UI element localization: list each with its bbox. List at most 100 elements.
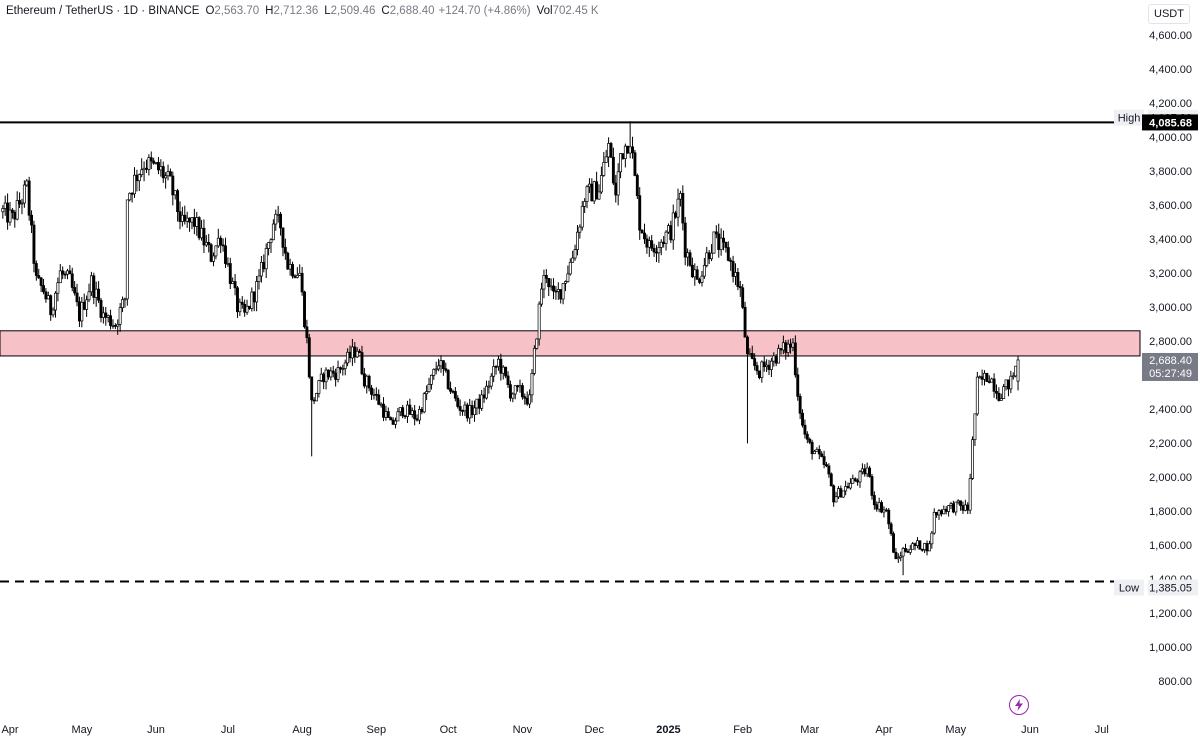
candle [384,405,388,421]
candle-body [168,171,172,177]
candle [520,382,524,400]
candle [195,211,199,236]
candle [961,501,965,514]
candle-body [121,299,124,309]
candle-body [983,372,986,380]
candle-body [834,496,838,503]
candle [935,511,939,518]
candle [180,206,184,227]
candle [652,243,656,257]
candle [389,416,393,421]
candle [741,284,745,310]
lightning-icon[interactable] [1009,695,1029,715]
candle-body [918,540,922,550]
candle [511,392,515,403]
candle [975,371,979,416]
candle-body [645,238,649,248]
candle-body [453,391,457,399]
candle [322,372,326,390]
candle-body [643,232,646,240]
candle [13,210,17,228]
candle-body [755,365,759,372]
candle-body [216,237,220,247]
x-tick-label: Jun [1021,724,1039,736]
candle-body [896,557,900,560]
candle-body [609,143,613,158]
candle-body [748,353,752,355]
candle-body [408,404,412,415]
candle-body [348,351,352,359]
candle-body [559,289,563,300]
candle-body [420,409,424,413]
candle [681,185,685,231]
candle-body [449,388,453,392]
candle-body [571,257,575,263]
candle-body [659,241,663,248]
candle-body [712,231,716,254]
candle-body [796,374,800,397]
candle [425,385,429,401]
candle-body [176,190,180,213]
candle [602,151,606,177]
candle-body [461,410,464,412]
candle [444,362,448,373]
candle-body [207,241,211,245]
candle [638,187,642,240]
candle [640,229,644,234]
y-tick-label: 1,000.00 [1149,642,1192,654]
candle-body [710,252,713,260]
candle-body [726,247,730,261]
candle [987,375,991,384]
candle [916,537,919,549]
candle [923,542,927,553]
candle-body [365,375,369,387]
candle [518,379,522,393]
candle [286,251,290,270]
candle-body [892,533,895,553]
candle-body [554,290,558,293]
candle [808,437,812,445]
candle [97,281,101,304]
candle-body [149,157,153,162]
candle-body [480,394,484,409]
candle-body [856,480,860,483]
candle-body [784,342,788,353]
x-tick-label: 2025 [656,724,680,736]
candle [135,169,139,192]
candle [49,294,53,321]
candle-body [391,419,395,425]
candle [303,290,306,329]
candle [537,301,541,346]
candle-body [379,403,383,406]
candle [1016,355,1020,391]
candle [738,280,742,297]
candle-body [343,362,347,369]
candle [334,368,338,387]
candle [889,521,893,536]
candle-body [195,217,199,227]
candle-body [987,381,991,383]
candle [77,296,81,328]
candle [765,359,769,373]
candle [293,274,297,279]
candle-body [279,213,283,229]
candle [726,241,730,262]
candle [530,369,534,403]
candle-body [561,282,565,300]
candle-body [183,214,187,222]
candle [291,261,294,279]
candle [611,147,615,186]
candle [925,540,929,556]
candle-body [650,240,654,249]
candle-body [690,264,694,278]
candle-body [667,225,670,233]
currency-button[interactable]: USDT [1148,4,1190,24]
candle [746,335,749,444]
candle-body [327,369,330,378]
candle [192,208,196,235]
candle-body [257,275,261,282]
symbol-title[interactable]: Ethereum / TetherUS · 1D · BINANCE [6,5,200,17]
candle [219,235,223,254]
